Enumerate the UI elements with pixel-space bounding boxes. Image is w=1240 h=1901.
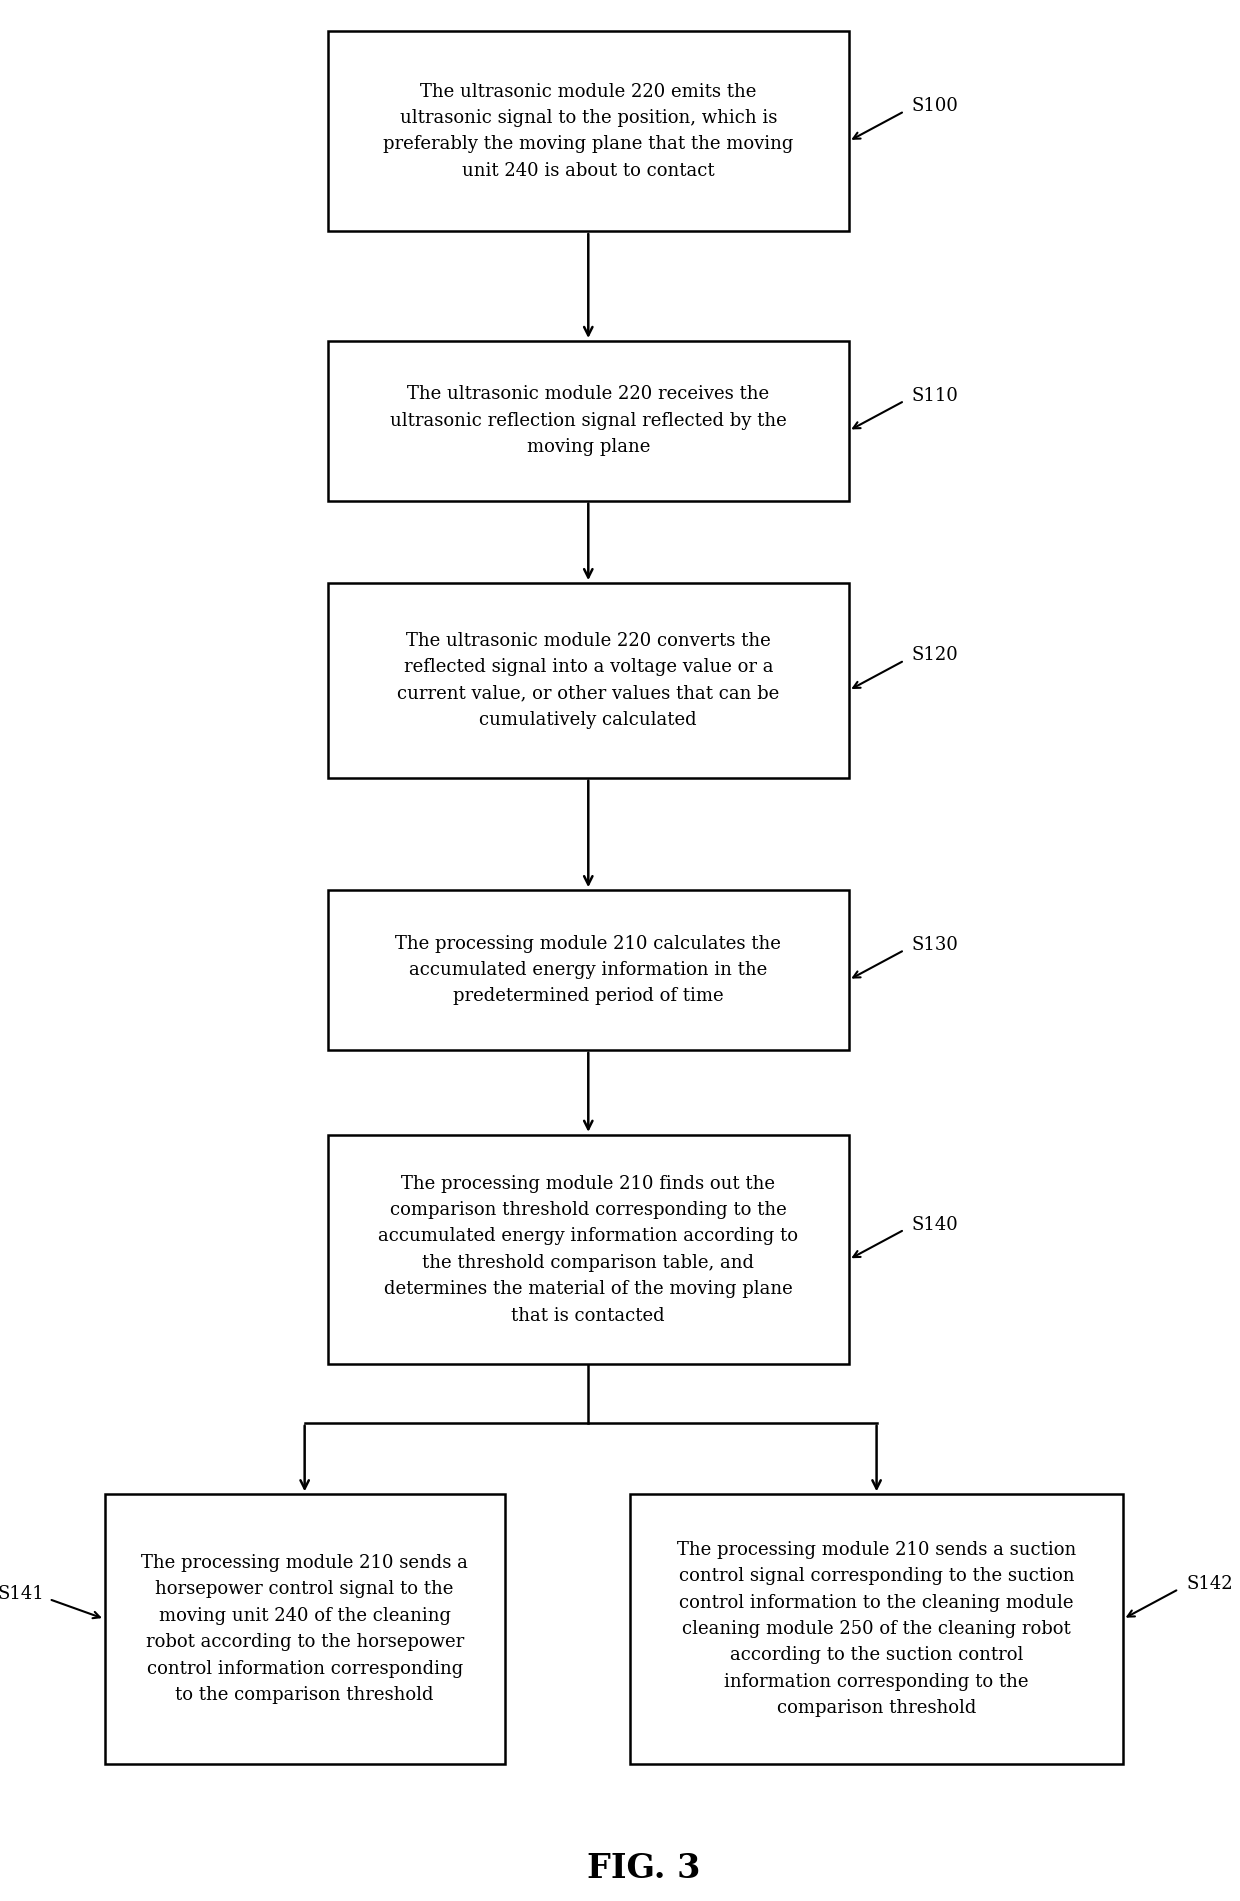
Bar — [327, 30, 848, 232]
Text: The processing module 210 sends a suction
control signal corresponding to the su: The processing module 210 sends a suctio… — [677, 1542, 1076, 1717]
Text: The processing module 210 finds out the
comparison threshold corresponding to th: The processing module 210 finds out the … — [378, 1175, 799, 1325]
Text: The processing module 210 calculates the
accumulated energy information in the
p: The processing module 210 calculates the… — [396, 935, 781, 1006]
Bar — [630, 1494, 1123, 1764]
Text: S100: S100 — [911, 97, 959, 116]
Text: The ultrasonic module 220 receives the
ultrasonic reflection signal reflected by: The ultrasonic module 220 receives the u… — [389, 386, 786, 456]
Bar — [327, 340, 848, 500]
Bar — [327, 1135, 848, 1365]
Text: The ultrasonic module 220 emits the
ultrasonic signal to the position, which is
: The ultrasonic module 220 emits the ultr… — [383, 82, 794, 181]
Text: S141: S141 — [0, 1585, 45, 1603]
Bar — [327, 890, 848, 1049]
Text: S130: S130 — [911, 935, 959, 954]
Text: S140: S140 — [911, 1215, 959, 1234]
Text: S142: S142 — [1187, 1576, 1233, 1593]
Text: FIG. 3: FIG. 3 — [588, 1852, 701, 1886]
Text: The processing module 210 sends a
horsepower control signal to the
moving unit 2: The processing module 210 sends a horsep… — [141, 1553, 467, 1703]
Text: The ultrasonic module 220 converts the
reflected signal into a voltage value or : The ultrasonic module 220 converts the r… — [397, 631, 780, 728]
Bar — [327, 584, 848, 778]
Text: S120: S120 — [911, 646, 959, 665]
Bar — [104, 1494, 505, 1764]
Text: S110: S110 — [911, 386, 959, 405]
